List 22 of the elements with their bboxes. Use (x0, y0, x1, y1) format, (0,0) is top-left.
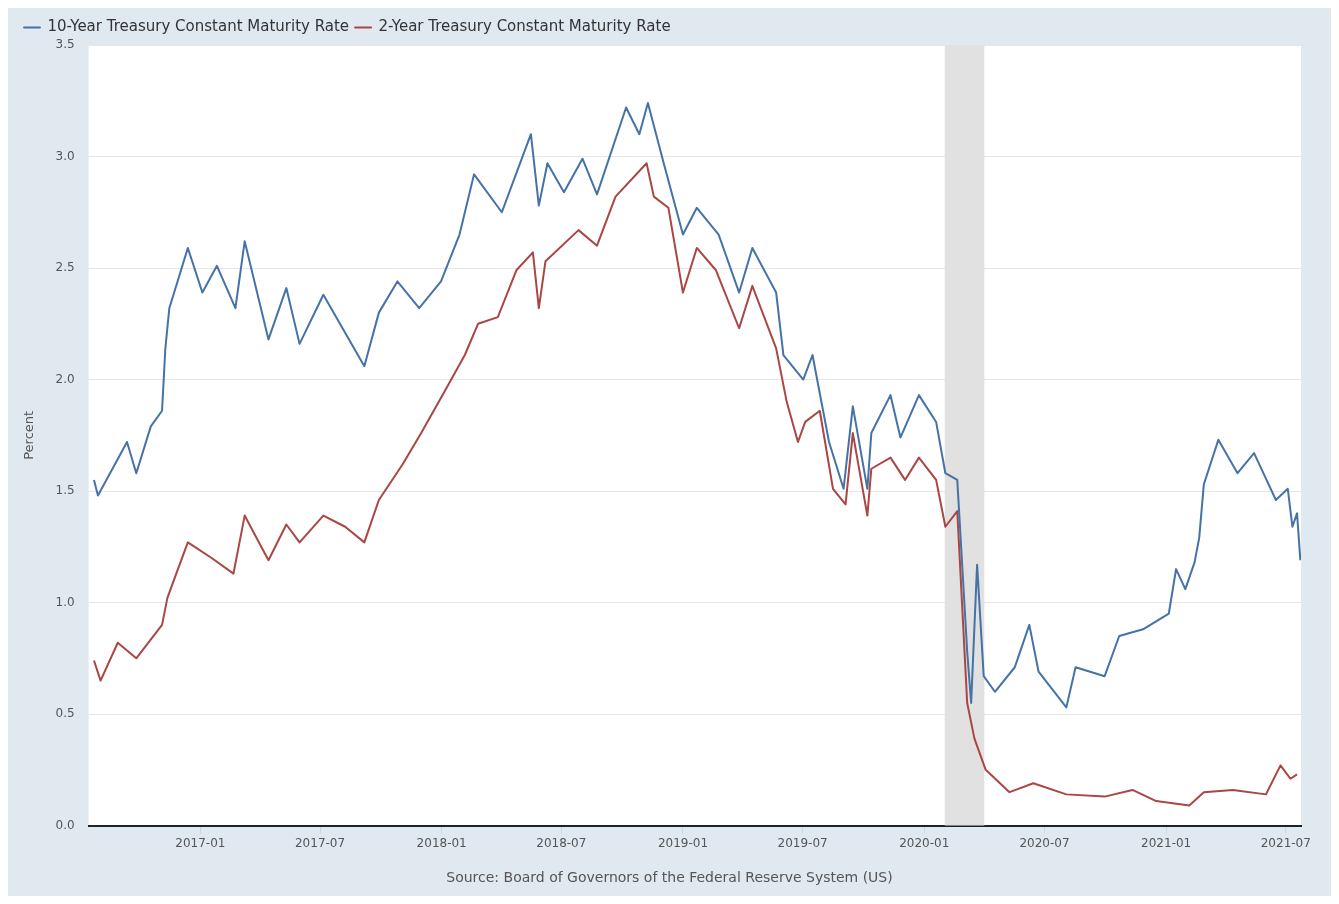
source-note: Source: Board of Governors of the Federal Reserve System (US) (446, 869, 893, 885)
y-tick-label: 1.5 (55, 483, 75, 498)
x-tick-label: 2020-01 (899, 835, 950, 850)
y-tick-label: 2.0 (55, 371, 75, 386)
x-tick-label: 2017-01 (175, 835, 226, 850)
x-tick-label: 2018-07 (536, 835, 587, 850)
x-tick-label: 2021-07 (1260, 835, 1311, 850)
y-tick-label: 2.5 (55, 260, 75, 275)
y-tick-label: 1.0 (55, 594, 75, 609)
x-tick-label: 2019-07 (777, 835, 828, 850)
y-tick-label: 3.5 (55, 37, 75, 52)
y-tick-label: 3.0 (55, 148, 75, 163)
legend-label: 10-Year Treasury Constant Maturity Rate (47, 17, 350, 36)
x-tick-label: 2021-01 (1141, 835, 1192, 850)
y-tick-label: 0.5 (55, 706, 75, 721)
x-tick-label: 2019-01 (657, 835, 709, 850)
y-axis-title: Percent (21, 410, 37, 460)
y-tick-label: 0.0 (55, 817, 75, 832)
x-tick-label: 2020-07 (1019, 835, 1070, 850)
legend-label: 2-Year Treasury Constant Maturity Rate (378, 17, 671, 36)
x-tick-label: 2017-07 (294, 835, 346, 850)
x-tick-label: 2018-01 (416, 835, 467, 850)
